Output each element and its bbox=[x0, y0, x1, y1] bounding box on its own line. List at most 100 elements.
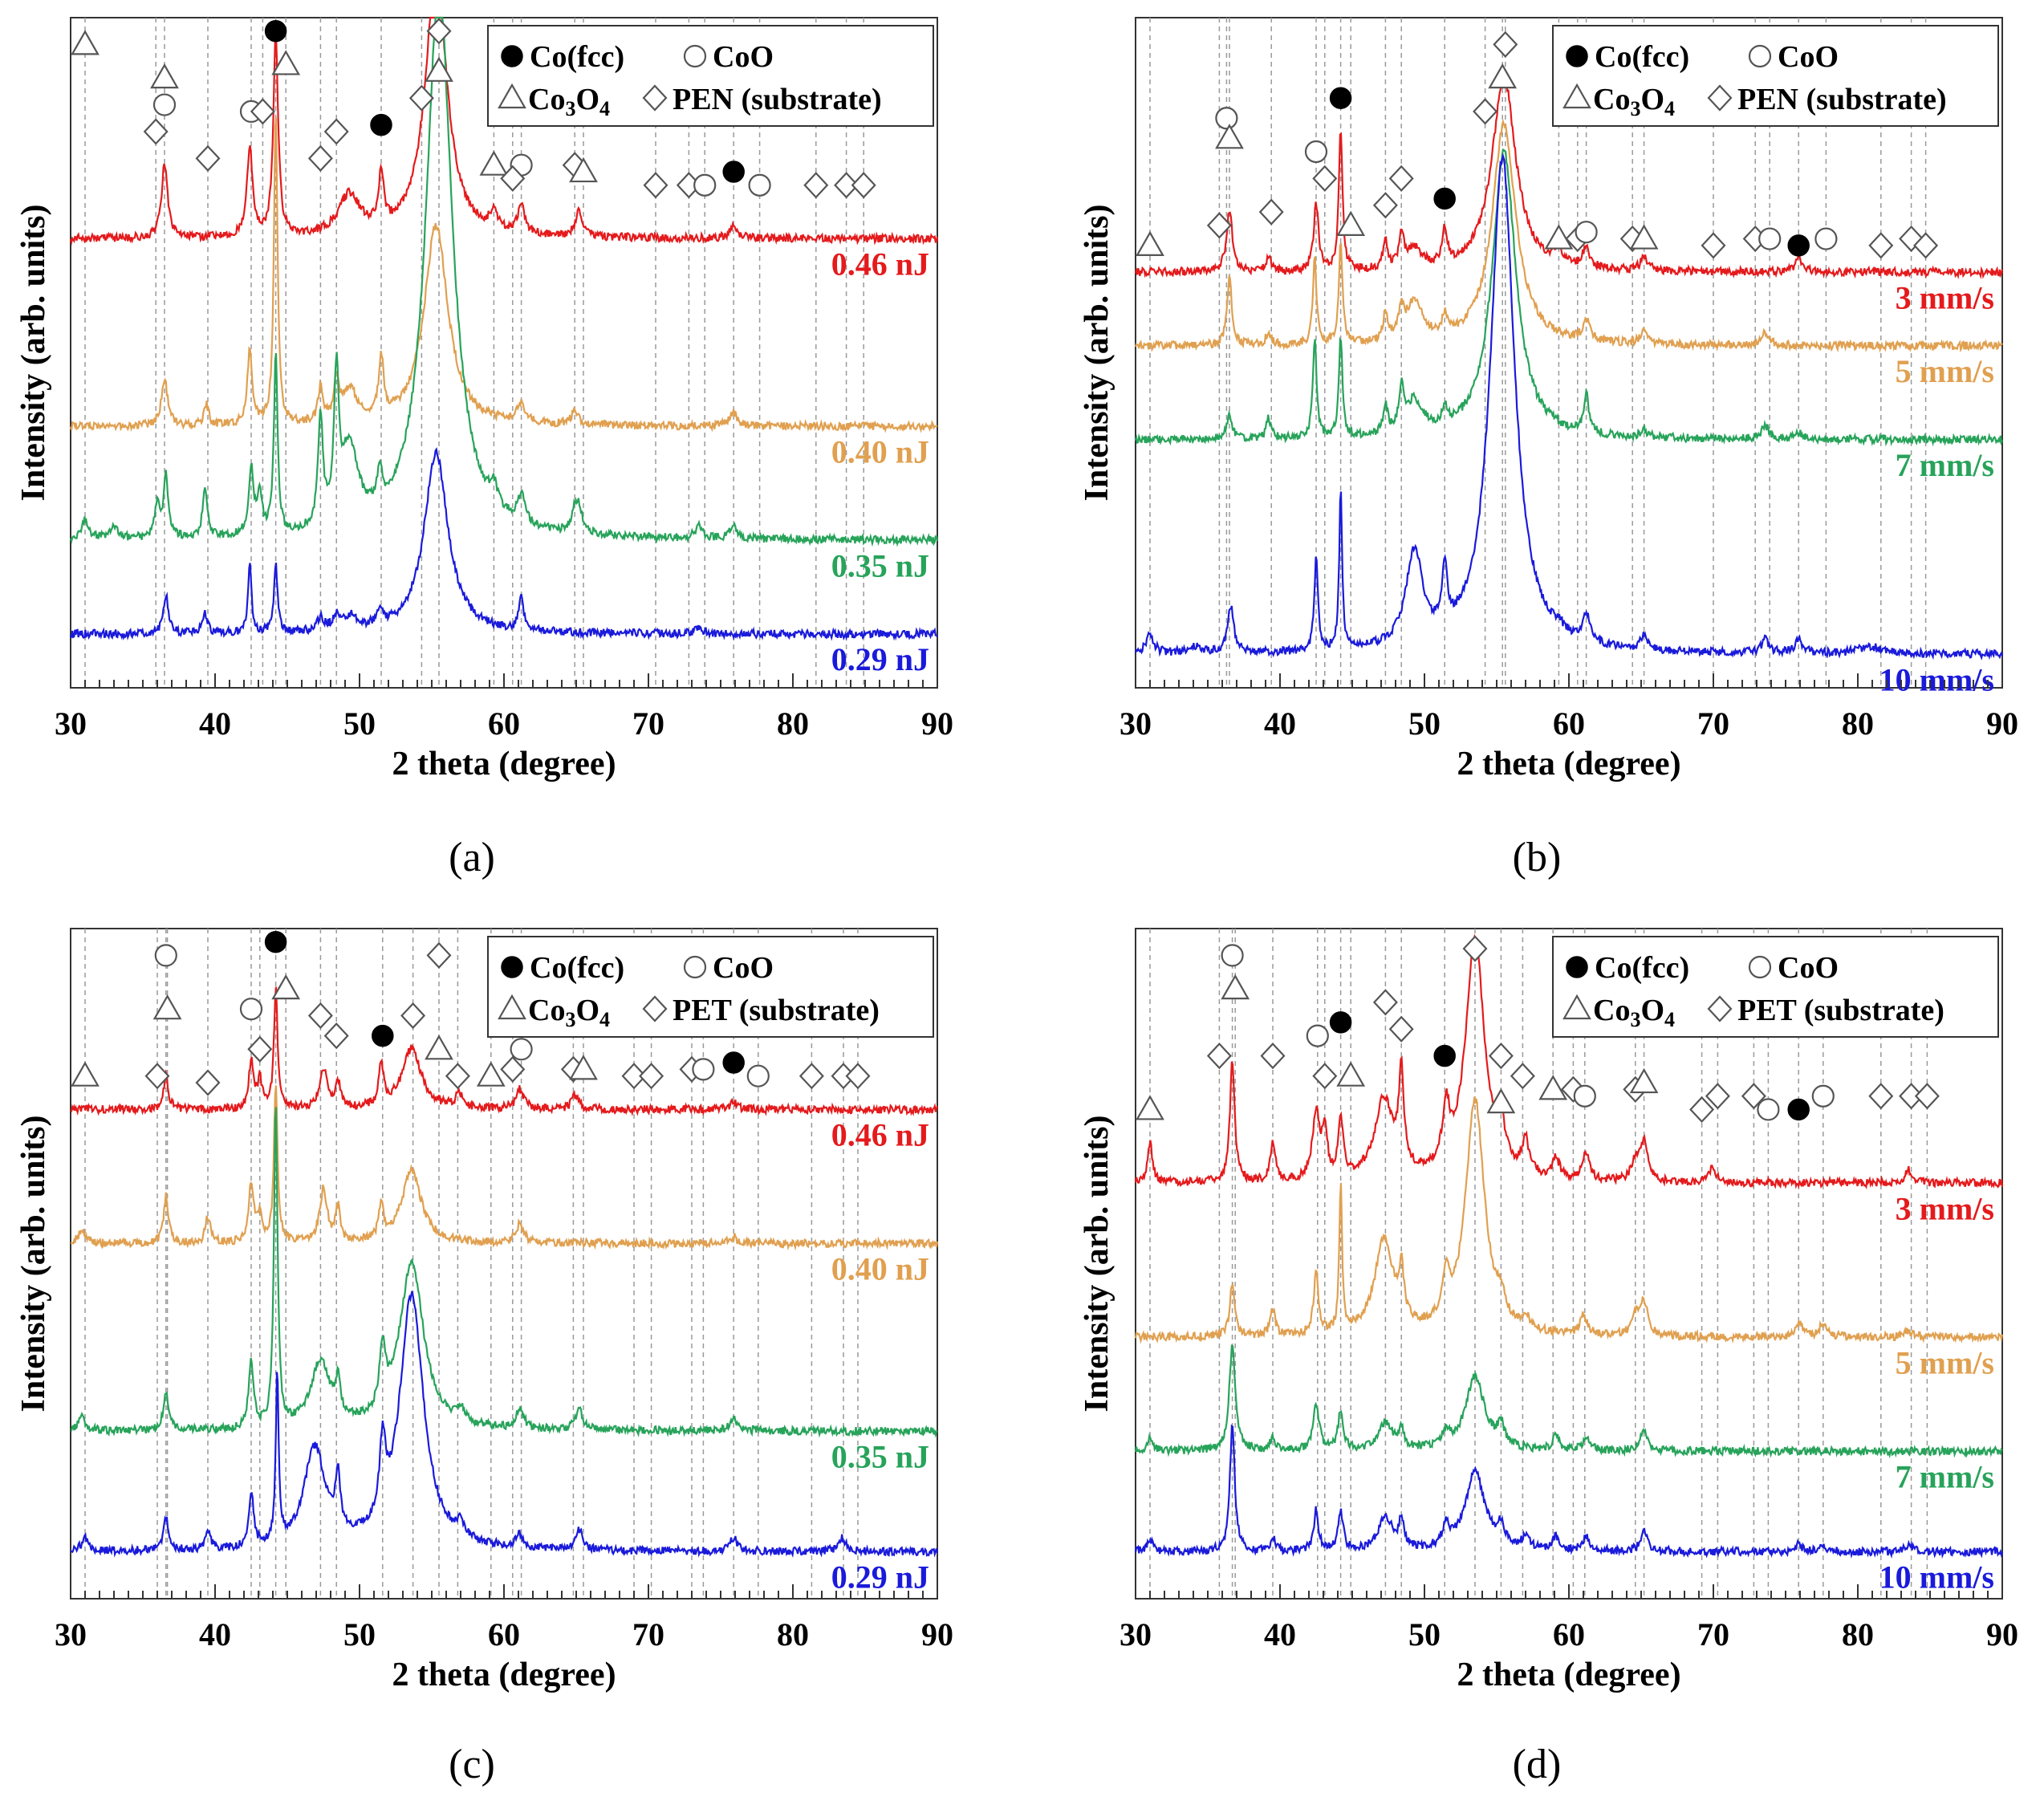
spectrum-0-29-nj bbox=[71, 1291, 939, 1558]
diamond-marker bbox=[1701, 232, 1726, 259]
series-label: 7 mm/s bbox=[1896, 447, 1994, 483]
series-label: 0.35 nJ bbox=[831, 1438, 929, 1474]
diamond-marker bbox=[1705, 1083, 1730, 1110]
legend-item: Co(fcc) bbox=[530, 951, 624, 985]
x-tick-label: 80 bbox=[777, 705, 809, 742]
diamond-marker bbox=[323, 118, 349, 145]
legend-item: Co3O4 bbox=[528, 994, 610, 1031]
series-label: 10 mm/s bbox=[1879, 1559, 1994, 1596]
legend-coo-icon bbox=[1748, 955, 1772, 979]
diamond-marker bbox=[307, 1002, 333, 1030]
diamond-marker bbox=[500, 1055, 526, 1083]
x-tick-label: 30 bbox=[1120, 705, 1152, 742]
diamond-marker bbox=[639, 1063, 664, 1090]
diamond-marker bbox=[1206, 1043, 1232, 1070]
legend-item: CoO bbox=[1778, 951, 1839, 985]
diamond-marker bbox=[1473, 98, 1498, 125]
triangle-marker bbox=[1336, 210, 1366, 236]
legend-item: PEN (substrate) bbox=[1737, 83, 1947, 116]
circle-open-marker bbox=[1758, 227, 1782, 250]
diamond-marker bbox=[408, 84, 434, 112]
diamond-marker bbox=[1388, 1015, 1414, 1043]
diamond-marker bbox=[445, 1063, 470, 1090]
legend-box bbox=[487, 936, 934, 1038]
x-tick-label: 90 bbox=[921, 1616, 953, 1652]
legend-item: Co3O4 bbox=[1593, 994, 1675, 1031]
spectrum-7-mm-s bbox=[1134, 1344, 2003, 1459]
diamond-marker bbox=[400, 1002, 426, 1030]
circle-filled-marker bbox=[1329, 87, 1352, 109]
x-tick-label: 40 bbox=[1264, 705, 1296, 742]
diamond-marker bbox=[1868, 1083, 1894, 1110]
legend-substrate-icon bbox=[1707, 995, 1733, 1022]
spectrum-0-46-nj bbox=[70, 986, 939, 1117]
diamond-marker bbox=[426, 941, 452, 970]
circle-open-marker bbox=[1306, 1024, 1329, 1047]
legend-co-fcc-icon bbox=[1566, 45, 1588, 67]
x-tick-label: 40 bbox=[199, 1616, 231, 1652]
x-tick-label: 90 bbox=[921, 705, 953, 742]
circle-filled-marker bbox=[372, 1024, 394, 1047]
diamond-marker bbox=[426, 18, 452, 45]
x-tick-label: 50 bbox=[1408, 705, 1441, 742]
legend-item: CoO bbox=[713, 951, 774, 985]
triangle-marker bbox=[71, 1061, 100, 1087]
triangle-marker bbox=[1336, 1061, 1366, 1087]
series-label: 3 mm/s bbox=[1896, 279, 1994, 315]
legend-item: Co(fcc) bbox=[1595, 40, 1689, 74]
reference-lines bbox=[84, 929, 859, 1599]
panel-d: 3 mm/s 5 mm/s 7 mm/s 10 mm/s Co(fcc) CoO Co3O4… bbox=[1079, 928, 2018, 1787]
legend-coo-icon bbox=[683, 44, 707, 68]
diamond-marker bbox=[845, 1063, 871, 1090]
circle-open-marker bbox=[746, 1064, 770, 1087]
legend-item: CoO bbox=[713, 40, 774, 74]
legend-coo-icon bbox=[1748, 44, 1772, 68]
series-label: 7 mm/s bbox=[1896, 1458, 1994, 1494]
diamond-marker bbox=[144, 1063, 170, 1090]
triangle-marker bbox=[569, 157, 598, 183]
triangle-marker bbox=[271, 974, 301, 1000]
x-tick-label: 60 bbox=[488, 1616, 520, 1652]
legend-item: CoO bbox=[1778, 40, 1839, 74]
x-axis: 30 40 50 60 70 80 90 bbox=[1120, 1584, 2018, 1652]
series-label: 5 mm/s bbox=[1896, 1344, 1994, 1380]
panel-caption: (c) bbox=[449, 1742, 495, 1787]
triangle-marker bbox=[152, 994, 182, 1020]
spectrum-0-40-nj bbox=[69, 117, 938, 433]
spectrum-10-mm-s bbox=[1134, 152, 2004, 661]
spectrum-3-mm-s bbox=[1134, 74, 2004, 280]
legend-item: Co3O4 bbox=[1593, 83, 1675, 120]
legend-item: PET (substrate) bbox=[673, 994, 880, 1027]
triangle-marker bbox=[425, 1035, 453, 1060]
legend-item: PEN (substrate) bbox=[673, 83, 882, 116]
triangle-marker bbox=[1215, 124, 1244, 149]
legend-co-fcc-icon bbox=[501, 956, 523, 978]
diamond-marker bbox=[143, 118, 169, 145]
circle-open-marker bbox=[510, 1038, 533, 1061]
triangle-marker bbox=[479, 150, 509, 176]
diamond-marker bbox=[1741, 1083, 1766, 1110]
x-axis: 30 40 50 60 70 80 90 bbox=[55, 673, 953, 742]
triangle-marker bbox=[1629, 224, 1659, 250]
triangle-marker bbox=[569, 1055, 598, 1080]
diamond-marker bbox=[1689, 1096, 1715, 1124]
x-tick-label: 50 bbox=[1408, 1616, 1441, 1652]
diamond-marker bbox=[1260, 1043, 1286, 1070]
triangle-marker bbox=[271, 50, 301, 75]
x-axis: 30 40 50 60 70 80 90 bbox=[1120, 673, 2018, 742]
circle-open-marker bbox=[1814, 227, 1838, 250]
reference-lines bbox=[1149, 929, 1928, 1599]
circle-open-marker bbox=[152, 93, 177, 116]
legend-item: Co(fcc) bbox=[530, 40, 624, 74]
diamond-marker bbox=[500, 165, 526, 193]
diamond-marker bbox=[799, 1063, 824, 1090]
diamond-marker bbox=[323, 1022, 349, 1050]
spectrum-0-29-nj bbox=[69, 447, 938, 641]
circle-filled-marker bbox=[1787, 234, 1810, 257]
series-label: 0.46 nJ bbox=[831, 246, 929, 283]
spectrum-5-mm-s bbox=[1134, 1096, 2004, 1344]
circle-filled-marker bbox=[722, 1051, 745, 1074]
diamond-marker bbox=[1462, 935, 1488, 962]
x-tick-label: 70 bbox=[1697, 705, 1729, 742]
